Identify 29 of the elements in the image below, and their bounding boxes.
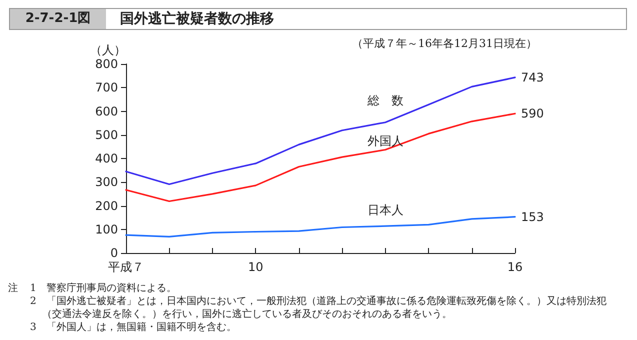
y-tick-label: 600 — [95, 104, 118, 118]
data-label: 743 — [521, 70, 544, 84]
y-tick-label: 300 — [95, 175, 118, 190]
y-tick-label: 200 — [95, 198, 118, 213]
series-label: 日本人 — [367, 203, 404, 218]
data-label: 590 — [521, 106, 544, 121]
y-tick-label: 700 — [95, 80, 118, 95]
y-tick-label: 0 — [110, 246, 118, 260]
series-label: 総 数 — [366, 93, 404, 108]
line-series — [125, 216, 516, 238]
text: 2-7-2-1図 — [10, 9, 106, 29]
y-tick-label: 500 — [95, 128, 118, 142]
x-tick-label: 16 — [507, 260, 523, 274]
data-label: 153 — [521, 210, 544, 224]
x-tick-label: 10 — [248, 260, 264, 274]
chart-title: 国外逃亡被疑者数の推移 — [119, 10, 274, 29]
text: 3 「外国人」は，無国籍・国籍不明を含む。 — [30, 321, 238, 334]
text: 2 「国外逃亡被疑者」とは，日本国内において，一般刑法犯（道路上の交通事故に係る危険運転致死傷を除く。）又は特別法犯（交通法令違反を除く。）を行い，国外に逃亡している者及びそのおそれのある者をいう。 — [30, 295, 608, 321]
y-tick-label: 800 — [95, 57, 118, 71]
series-label: 外国人 — [367, 134, 404, 148]
line-series — [125, 76, 516, 186]
y-tick-label: 100 — [95, 222, 118, 236]
y-axis-title: （人） — [90, 43, 126, 57]
text: 注 — [8, 282, 18, 295]
chart-subtitle: （平成７年～16年各12月31日現在） — [352, 37, 538, 50]
line-series — [125, 112, 516, 202]
x-tick-label: 平成７ — [108, 260, 144, 274]
y-tick-label: 400 — [95, 152, 118, 166]
text: 1 警察庁刑事局の資料による。 — [30, 282, 178, 295]
